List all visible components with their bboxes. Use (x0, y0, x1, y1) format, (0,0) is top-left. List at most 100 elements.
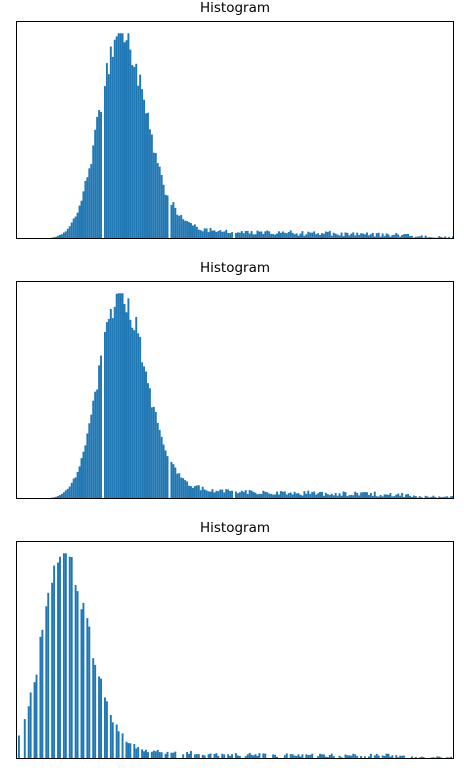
histogram-bar (223, 231, 225, 239)
histogram-bar (133, 67, 135, 239)
histogram-bar (204, 228, 206, 239)
histogram-bar (106, 63, 108, 239)
histogram-bar (284, 491, 286, 499)
histogram-bar (131, 328, 133, 499)
histogram-bar (157, 750, 159, 759)
histogram-bar (251, 491, 253, 499)
histogram-bar (79, 466, 81, 499)
histogram-bar (145, 750, 147, 759)
histogram-bar (126, 742, 128, 759)
histogram-bar (186, 481, 188, 499)
histogram-panel-3: Histogram (0, 520, 464, 780)
histogram-bar (188, 222, 190, 239)
histogram-bar (69, 557, 71, 759)
histogram-bar (251, 231, 253, 239)
histogram-bar (165, 195, 167, 239)
histogram-bar (245, 231, 247, 239)
histogram-bar (57, 563, 59, 759)
histogram-bar (182, 478, 184, 499)
histogram-bar (186, 752, 188, 759)
histogram-bar (116, 36, 118, 239)
histogram-bar (114, 40, 116, 239)
histogram-bar (313, 231, 315, 239)
histogram-bar (141, 89, 143, 239)
histogram-bar (92, 658, 94, 759)
histogram-bar (149, 388, 151, 499)
histogram-bar (198, 485, 200, 499)
histogram-bar (276, 492, 278, 499)
histogram-bar (36, 675, 38, 759)
histogram-bar (157, 163, 159, 239)
histogram-bar (65, 231, 67, 239)
histogram-bar (88, 423, 90, 499)
histogram-bar (163, 445, 165, 499)
plot-area (16, 541, 454, 759)
histogram-bar (139, 75, 141, 239)
histogram-bar (253, 492, 255, 499)
histogram-bar (210, 228, 212, 239)
histogram-bar (245, 490, 247, 499)
histogram-bar (98, 110, 100, 239)
histogram-bar (178, 216, 180, 239)
histogram-bar (149, 129, 151, 239)
histogram-bar (190, 751, 192, 759)
histogram-bar (311, 492, 313, 499)
histogram-bar (161, 175, 163, 239)
histogram-chart (16, 541, 454, 759)
histogram-bar (98, 676, 100, 759)
histogram-bar (165, 450, 167, 499)
histogram-bar (159, 430, 161, 499)
histogram-bar (151, 135, 153, 239)
histogram-bar (82, 603, 84, 759)
histogram-bar (219, 489, 221, 499)
histogram-bar (196, 227, 198, 239)
histogram-bar (200, 490, 202, 499)
histogram-bar (184, 221, 186, 239)
histogram-bar (104, 86, 106, 239)
histogram-bar (217, 231, 219, 239)
histogram-bar (227, 489, 229, 499)
histogram-bar (96, 389, 98, 499)
histogram-bar (41, 630, 43, 759)
histogram-bar (170, 462, 172, 499)
histogram-bar (307, 491, 309, 499)
histogram-bar (108, 74, 110, 239)
histogram-bar (94, 392, 96, 499)
histogram-bar (288, 232, 290, 239)
histogram-bar (213, 230, 215, 239)
histogram-bar (221, 490, 223, 499)
histogram-bar (75, 585, 77, 759)
chart-title: Histogram (16, 260, 454, 276)
histogram-bar (122, 733, 124, 759)
histogram-bar (210, 492, 212, 499)
histogram-bar (167, 195, 169, 239)
histogram-bar (73, 479, 75, 499)
histogram-bar (114, 307, 116, 499)
histogram-bar (51, 583, 53, 759)
histogram-bar (127, 33, 129, 239)
histogram-bar (18, 735, 20, 759)
histogram-bar (112, 57, 114, 239)
histogram-bar (278, 231, 280, 239)
histogram-panel-2: Histogram (0, 260, 464, 520)
histogram-bar (262, 491, 264, 499)
histogram-bar (100, 356, 102, 499)
histogram-bar (167, 456, 169, 499)
histogram-bar (84, 445, 86, 499)
histogram-bar (104, 697, 106, 759)
histogram-bar (108, 319, 110, 499)
histogram-bar (172, 464, 174, 499)
histogram-bar (129, 50, 131, 239)
histogram-bar (180, 215, 182, 239)
histogram-bar (71, 222, 73, 239)
histogram-bar (120, 33, 122, 239)
histogram-bar (71, 483, 73, 499)
histogram-bar (157, 423, 159, 499)
histogram-bar (126, 40, 128, 239)
histogram-bar (301, 231, 303, 239)
histogram-bar (215, 491, 217, 499)
histogram-bar (159, 752, 161, 759)
histogram-bar (86, 433, 88, 499)
histogram-bar (110, 309, 112, 499)
histogram-bar (208, 232, 210, 239)
